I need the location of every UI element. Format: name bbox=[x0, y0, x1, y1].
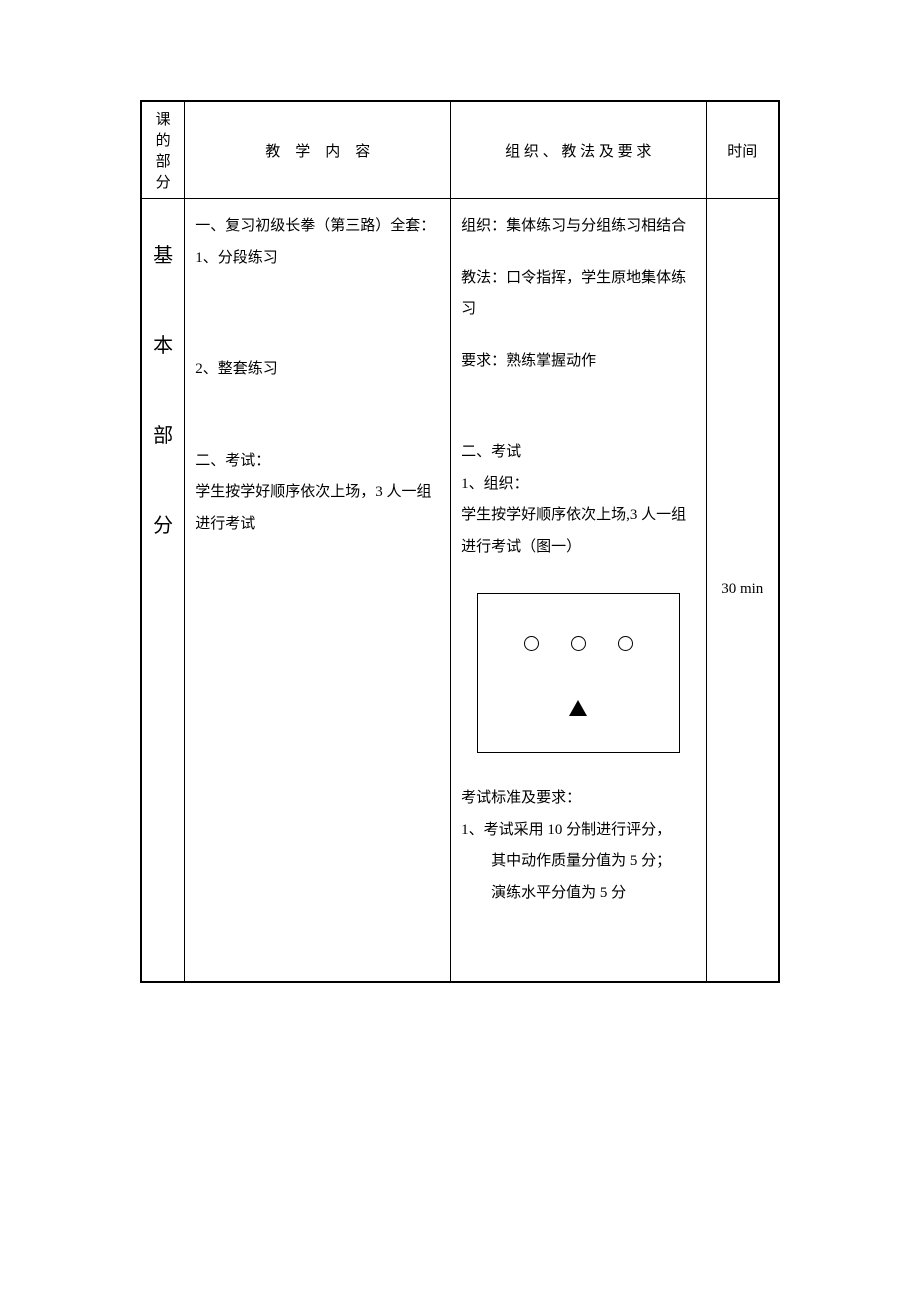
triangle-icon bbox=[569, 700, 587, 716]
content-line-5: 学生按学好顺序依次上场，3 人一组进行考试 bbox=[195, 477, 440, 540]
spacer bbox=[461, 243, 695, 263]
method-line-6: 学生按学好顺序依次上场,3 人一组进行考试（图一） bbox=[461, 500, 695, 563]
circle-icon bbox=[524, 636, 539, 651]
spacer bbox=[195, 386, 440, 446]
header-section: 课的 部分 bbox=[141, 101, 185, 199]
method-line-8: 1、考试采用 10 分制进行评分， bbox=[461, 815, 695, 847]
header-content: 教 学 内 容 bbox=[185, 101, 451, 199]
section-char-4: 分 bbox=[152, 481, 174, 571]
method-line-2: 教法：口令指挥，学生原地集体练习 bbox=[461, 263, 695, 326]
method-line-5: 1、组织： bbox=[461, 469, 695, 501]
method-line-3: 要求：熟练掌握动作 bbox=[461, 346, 695, 378]
diagram-container bbox=[461, 583, 695, 763]
header-content-text: 教 学 内 容 bbox=[265, 144, 370, 160]
spacer bbox=[461, 563, 695, 583]
method-line-7: 考试标准及要求： bbox=[461, 783, 695, 815]
method-line-4: 二、考试 bbox=[461, 437, 695, 469]
spacer bbox=[461, 763, 695, 783]
content-line-2: 1、分段练习 bbox=[195, 243, 440, 275]
method-line-10: 演练水平分值为 5 分 bbox=[461, 878, 695, 910]
method-cell: 组织：集体练习与分组练习相结合 教法：口令指挥，学生原地集体练习 要求：熟练掌握… bbox=[451, 199, 706, 983]
section-char-2: 本 bbox=[152, 301, 174, 391]
circle-icon bbox=[618, 636, 633, 651]
teaching-content-cell: 一、复习初级长拳（第三路）全套： 1、分段练习 2、整套练习 二、考试： 学生按… bbox=[185, 199, 451, 983]
header-section-line2: 部分 bbox=[150, 150, 176, 192]
header-section-line1: 课的 bbox=[150, 108, 176, 150]
header-method-text: 组 织 、 教 法 及 要 求 bbox=[505, 144, 651, 160]
circle-icon bbox=[571, 636, 586, 651]
spacer bbox=[461, 377, 695, 437]
content-line-1: 一、复习初级长拳（第三路）全套： bbox=[195, 211, 440, 243]
section-char-3: 部 bbox=[152, 391, 174, 481]
content-line-4: 二、考试： bbox=[195, 446, 440, 478]
method-line-9: 其中动作质量分值为 5 分； bbox=[461, 846, 695, 878]
table-header-row: 课的 部分 教 学 内 容 组 织 、 教 法 及 要 求 时间 bbox=[141, 101, 779, 199]
header-method: 组 织 、 教 法 及 要 求 bbox=[451, 101, 706, 199]
lesson-plan-table: 课的 部分 教 学 内 容 组 织 、 教 法 及 要 求 时间 基 本 部 分… bbox=[140, 100, 780, 983]
section-char-1: 基 bbox=[152, 211, 174, 301]
student-positions bbox=[478, 632, 678, 664]
spacer bbox=[461, 326, 695, 346]
formation-diagram bbox=[477, 593, 679, 753]
section-label-cell: 基 本 部 分 bbox=[141, 199, 185, 983]
header-time: 时间 bbox=[706, 101, 779, 199]
time-cell: 30 min bbox=[706, 199, 779, 983]
spacer bbox=[461, 909, 695, 969]
method-line-1: 组织：集体练习与分组练习相结合 bbox=[461, 211, 695, 243]
time-value: 30 min bbox=[721, 581, 763, 597]
content-line-3: 2、整套练习 bbox=[195, 354, 440, 386]
header-time-text: 时间 bbox=[727, 144, 757, 160]
spacer bbox=[195, 274, 440, 354]
table-body-row: 基 本 部 分 一、复习初级长拳（第三路）全套： 1、分段练习 2、整套练习 二… bbox=[141, 199, 779, 983]
